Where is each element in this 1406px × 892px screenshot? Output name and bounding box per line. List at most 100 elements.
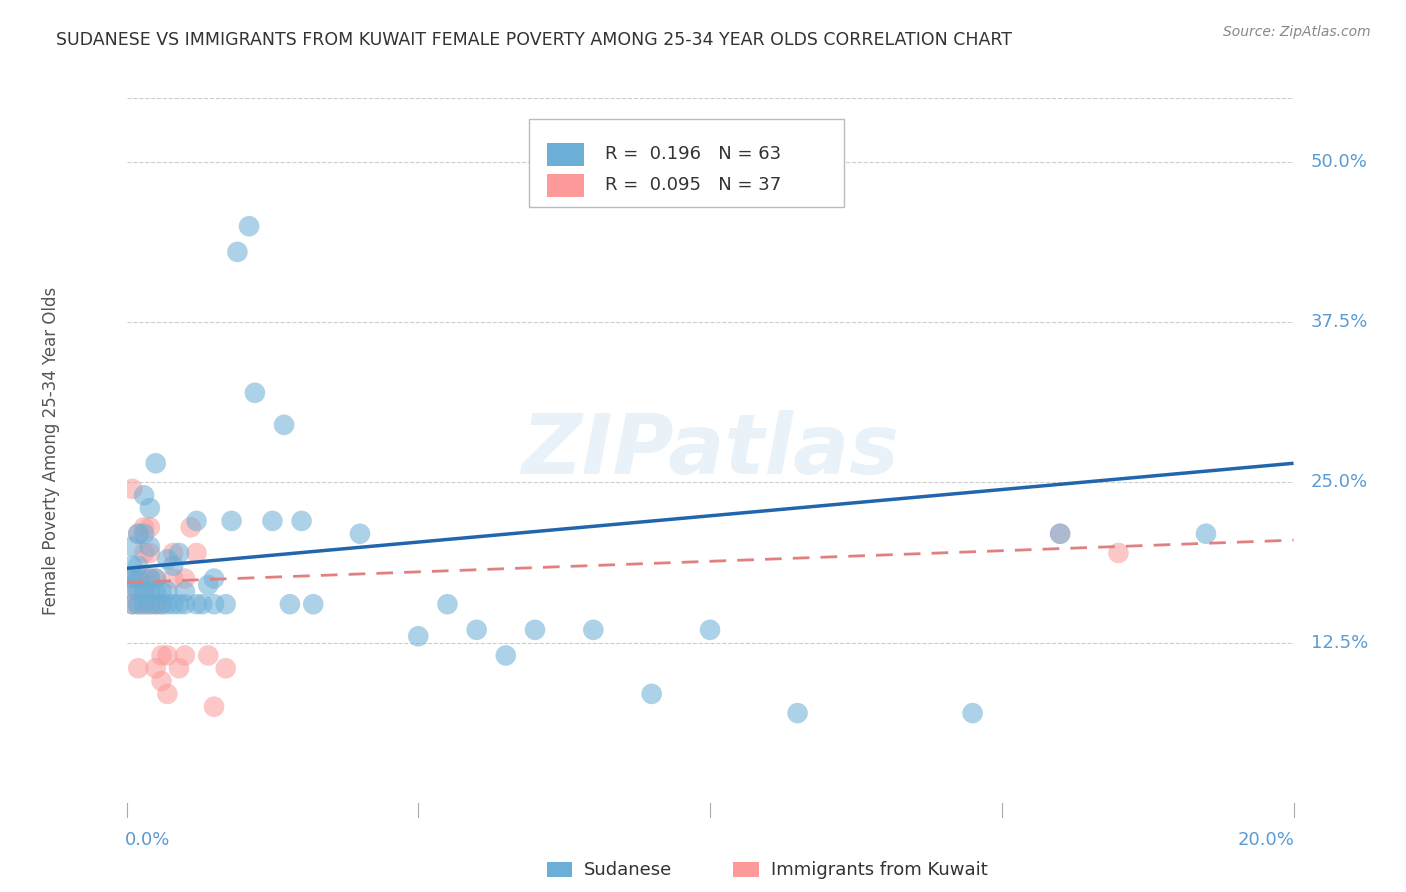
Point	[139, 540, 162, 554]
Point	[145, 584, 167, 599]
Point	[150, 597, 173, 611]
Point	[156, 597, 179, 611]
Point	[145, 456, 167, 470]
Point	[156, 687, 179, 701]
Point	[127, 597, 149, 611]
Point	[139, 572, 162, 586]
Point	[215, 597, 238, 611]
Point	[132, 584, 155, 599]
Point	[1108, 546, 1130, 560]
Point	[221, 514, 243, 528]
Point	[582, 623, 605, 637]
Point	[436, 597, 458, 611]
Point	[121, 578, 143, 592]
Point	[262, 514, 284, 528]
Point	[162, 546, 184, 560]
Point	[121, 597, 143, 611]
FancyBboxPatch shape	[547, 174, 583, 196]
Point	[156, 552, 179, 566]
Point	[132, 597, 155, 611]
Point	[127, 597, 149, 611]
Point	[127, 526, 149, 541]
Point	[162, 572, 184, 586]
Point	[121, 540, 143, 554]
Point	[121, 572, 143, 586]
Point	[174, 648, 197, 663]
Point	[127, 584, 149, 599]
Text: R =  0.196   N = 63: R = 0.196 N = 63	[605, 145, 782, 163]
Text: Source: ZipAtlas.com: Source: ZipAtlas.com	[1223, 25, 1371, 39]
Point	[699, 623, 721, 637]
Point	[139, 597, 162, 611]
FancyBboxPatch shape	[547, 862, 572, 878]
Text: 25.0%: 25.0%	[1310, 474, 1368, 491]
Point	[145, 597, 167, 611]
Point	[121, 597, 143, 611]
Point	[132, 597, 155, 611]
Point	[156, 584, 179, 599]
Point	[132, 546, 155, 560]
Point	[640, 687, 664, 701]
Point	[238, 219, 260, 234]
Text: R =  0.095   N = 37: R = 0.095 N = 37	[605, 177, 782, 194]
Point	[186, 514, 208, 528]
Point	[197, 578, 219, 592]
Point	[162, 597, 184, 611]
Point	[145, 597, 167, 611]
Point	[132, 526, 155, 541]
Point	[202, 699, 225, 714]
Point	[127, 572, 149, 586]
Point	[278, 597, 301, 611]
Point	[524, 623, 547, 637]
Point	[302, 597, 325, 611]
Point	[191, 597, 214, 611]
Point	[127, 526, 149, 541]
Text: ZIPatlas: ZIPatlas	[522, 410, 898, 491]
Point	[150, 584, 173, 599]
Text: 12.5%: 12.5%	[1310, 633, 1368, 652]
Point	[132, 520, 155, 534]
Point	[121, 584, 143, 599]
Point	[121, 572, 143, 586]
Point	[226, 244, 249, 259]
Point	[202, 597, 225, 611]
Point	[139, 597, 162, 611]
Text: 50.0%: 50.0%	[1310, 153, 1368, 171]
Text: SUDANESE VS IMMIGRANTS FROM KUWAIT FEMALE POVERTY AMONG 25-34 YEAR OLDS CORRELAT: SUDANESE VS IMMIGRANTS FROM KUWAIT FEMAL…	[56, 31, 1012, 49]
Point	[150, 597, 173, 611]
Point	[150, 674, 173, 689]
Point	[243, 385, 266, 400]
Point	[1049, 526, 1071, 541]
Text: Immigrants from Kuwait: Immigrants from Kuwait	[770, 861, 987, 879]
Point	[139, 584, 162, 599]
FancyBboxPatch shape	[529, 120, 844, 207]
Point	[465, 623, 488, 637]
Point	[150, 648, 173, 663]
Point	[132, 488, 155, 502]
Point	[215, 661, 238, 675]
Point	[127, 558, 149, 573]
Point	[174, 572, 197, 586]
Point	[145, 572, 167, 586]
Point	[174, 597, 197, 611]
Point	[202, 572, 225, 586]
Point	[1049, 526, 1071, 541]
Point	[408, 629, 430, 643]
Point	[186, 546, 208, 560]
Point	[962, 706, 984, 720]
Point	[174, 584, 197, 599]
Point	[145, 572, 167, 586]
Point	[167, 597, 190, 611]
Point	[162, 558, 184, 573]
Point	[495, 648, 517, 663]
Point	[197, 648, 219, 663]
Point	[121, 558, 143, 573]
Text: 0.0%: 0.0%	[125, 831, 170, 849]
Point	[132, 584, 155, 599]
Point	[139, 572, 162, 586]
Text: 37.5%: 37.5%	[1310, 313, 1368, 331]
Point	[167, 546, 190, 560]
Point	[786, 706, 808, 720]
Text: Female Poverty Among 25-34 Year Olds: Female Poverty Among 25-34 Year Olds	[42, 286, 59, 615]
Point	[127, 572, 149, 586]
